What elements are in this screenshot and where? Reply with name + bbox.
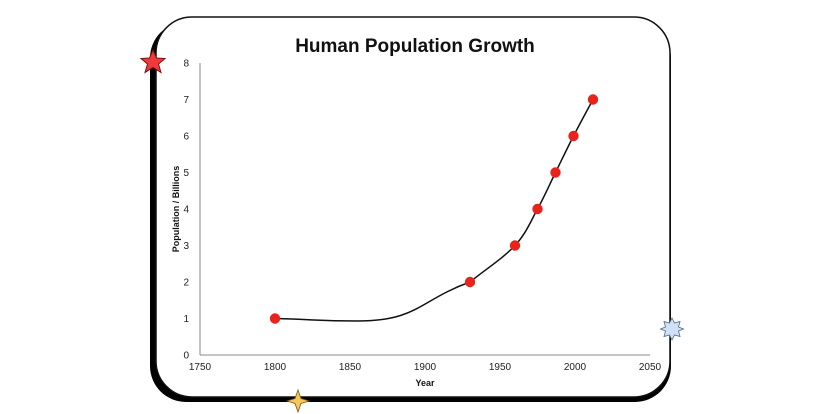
data-point <box>509 240 521 251</box>
card-frame <box>155 16 671 398</box>
y-tick-label: 4 <box>183 205 189 216</box>
y-tick-label: 5 <box>183 168 189 179</box>
y-tick-label: 0 <box>183 351 189 362</box>
data-points <box>269 94 599 324</box>
data-point <box>568 130 579 142</box>
red-star-icon <box>139 48 167 74</box>
x-tick-label: 1750 <box>189 362 212 373</box>
y-tick-label: 1 <box>183 314 189 325</box>
y-tick-label: 2 <box>183 278 189 289</box>
y-tick-label: 6 <box>183 132 189 143</box>
blue-badge-icon <box>659 317 685 341</box>
x-tick-label: 2050 <box>639 362 662 373</box>
x-tick-label: 1950 <box>489 362 512 373</box>
data-point <box>269 313 281 324</box>
yellow-sparkle-icon <box>285 388 311 414</box>
y-tick-label: 3 <box>183 241 189 252</box>
x-tick-labels: 1750 1800 1850 1900 1950 2000 2050 <box>189 362 662 373</box>
data-point <box>464 276 476 288</box>
data-point <box>550 167 561 178</box>
y-axis-label: Population / Billions <box>171 166 181 253</box>
x-axis-label: Year <box>415 378 435 388</box>
x-tick-label: 2000 <box>564 362 587 373</box>
y-tick-label: 8 <box>183 59 189 70</box>
x-tick-label: 1900 <box>414 362 437 373</box>
x-tick-label: 1800 <box>264 362 287 373</box>
data-point <box>532 203 543 215</box>
trend-curve <box>274 99 594 322</box>
y-tick-labels: 0 1 2 3 4 5 6 7 8 <box>183 59 189 362</box>
y-tick-label: 7 <box>183 95 189 106</box>
chart-title: Human Population Growth <box>295 36 535 57</box>
x-tick-label: 1850 <box>339 362 362 373</box>
data-point <box>587 94 599 105</box>
